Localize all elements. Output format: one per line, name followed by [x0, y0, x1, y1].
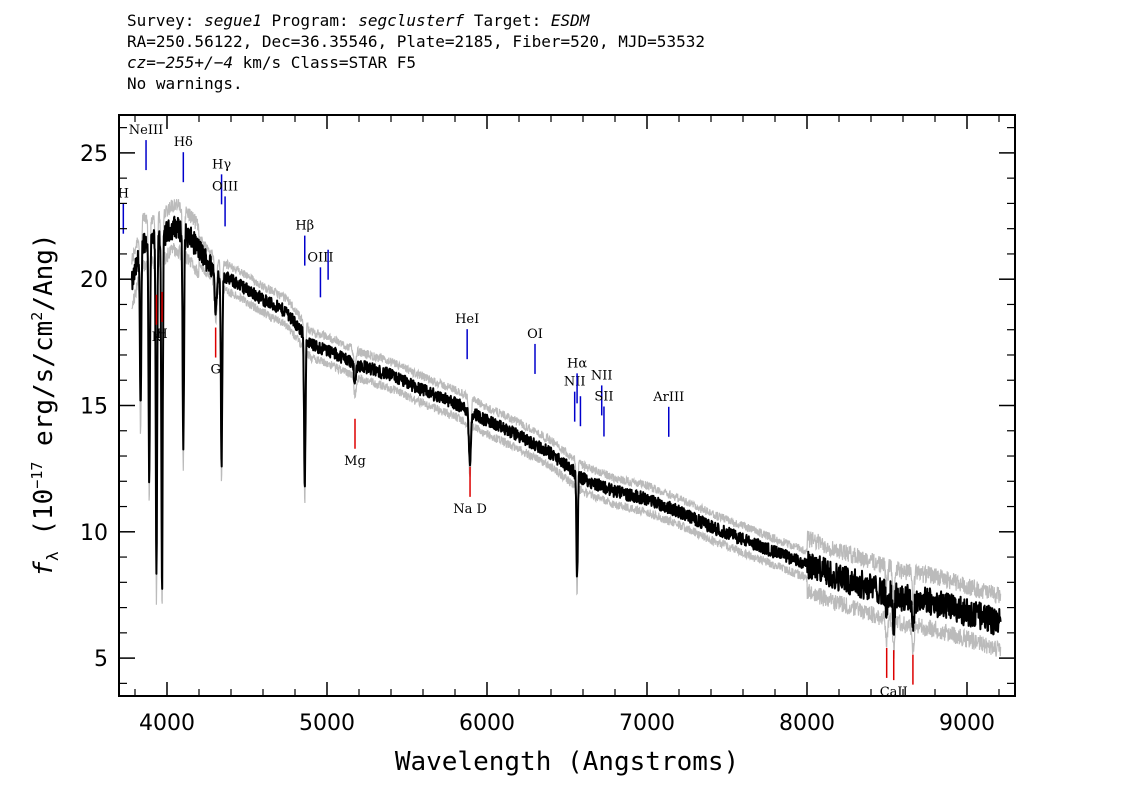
error-upper-series	[131, 199, 1002, 607]
x-tick-label: 4000	[139, 711, 195, 736]
y-tick-label: 25	[80, 142, 108, 167]
error-lower-series	[131, 242, 1002, 659]
axis-ticks: 4000 5000 6000 7000 8000 9000 5 10 15 20 25	[80, 115, 1015, 736]
emission-line-label: Hγ	[212, 157, 231, 172]
absorption-line-label: Mg	[344, 454, 366, 469]
absorption-line-label: Na D	[453, 502, 487, 517]
program-value: segclusterf	[358, 11, 465, 30]
x-tick-label: 9000	[939, 711, 995, 736]
line-markers: H NeIII Hδ Hγ OIII Hβ OIII HeI OI NII Hα NII SII ArII…	[118, 123, 914, 700]
x-tick-label: 6000	[459, 711, 515, 736]
emission-line-label: HeI	[455, 312, 479, 327]
program-label: Program:	[271, 11, 349, 30]
header-line-3: cz=−255+/−4 km/s Class=STAR F5	[127, 52, 705, 73]
absorption-line-label: K	[152, 330, 162, 345]
x-tick-label: 7000	[619, 711, 675, 736]
y-tick-label: 5	[94, 647, 108, 672]
absorption-line-label: G	[210, 363, 220, 378]
flux-series	[130, 215, 1002, 636]
emission-line-label: ArIII	[652, 390, 684, 405]
emission-line-label: NII	[564, 375, 586, 390]
emission-line-label: Hδ	[174, 135, 193, 150]
emission-line-label: Hα	[567, 356, 587, 371]
survey-label: Survey:	[127, 11, 195, 30]
x-axis-title: Wavelength (Angstroms)	[395, 747, 739, 777]
target-label: Target:	[473, 11, 542, 30]
header-line-1: Survey: segue1 Program: segclusterf Targ…	[127, 10, 705, 31]
y-tick-label: 15	[80, 395, 108, 420]
emission-line-label: NeIII	[129, 123, 163, 138]
absorption-line-label: H	[156, 327, 167, 342]
class-text: km/s Class=STAR F5	[232, 53, 416, 72]
emission-line-label: OIII	[307, 250, 333, 265]
emission-line-label: OIII	[212, 179, 238, 194]
y-axis-title: fλ (10−17 erg/s/cm2/Ang)	[28, 233, 62, 576]
survey-value: segue1	[204, 11, 262, 30]
emission-line-label: SII	[594, 390, 613, 405]
emission-line-label: OI	[527, 327, 543, 342]
target-value: ESDM	[550, 11, 590, 30]
plot-content	[130, 199, 1002, 659]
emission-line-label: NII	[591, 368, 613, 383]
emission-line-label: H	[118, 187, 129, 202]
spectrum-header: Survey: segue1 Program: segclusterf Targ…	[127, 10, 705, 94]
y-tick-label: 20	[80, 268, 108, 293]
header-line-2: RA=250.56122, Dec=36.35546, Plate=2185, …	[127, 32, 705, 51]
plot-frame	[118, 114, 1016, 697]
x-tick-label: 5000	[299, 711, 355, 736]
redshift-value: cz=−255+/−4	[127, 53, 233, 72]
emission-line-label: Hβ	[295, 219, 314, 234]
x-tick-label: 8000	[779, 711, 835, 736]
header-line-4: No warnings.	[127, 74, 243, 93]
y-tick-label: 10	[80, 521, 108, 546]
